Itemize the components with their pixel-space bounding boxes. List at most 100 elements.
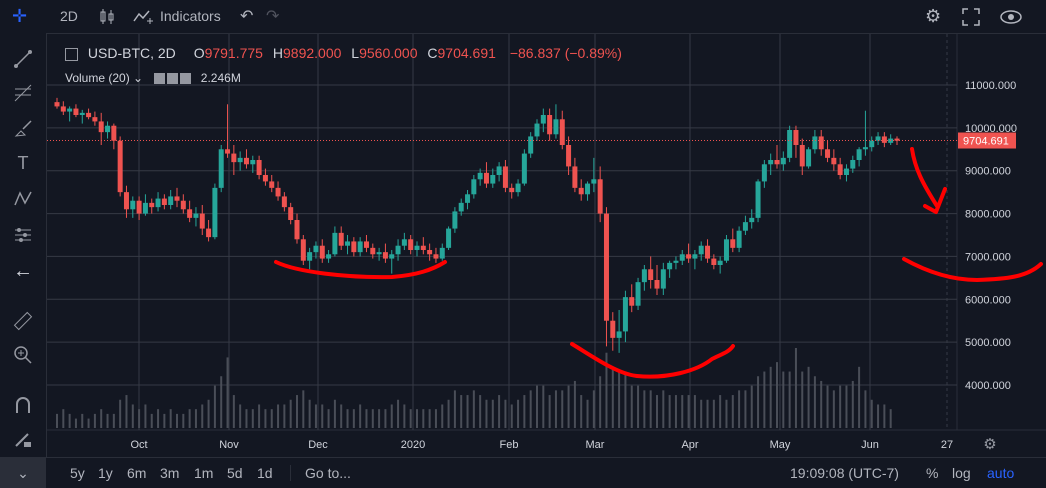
volume-bar xyxy=(757,376,760,428)
zoom-in-icon[interactable] xyxy=(13,345,33,365)
y-tick-label: 8000.000 xyxy=(965,209,1011,221)
volume-bar xyxy=(194,409,197,428)
chevron-down-icon[interactable]: ⌄ xyxy=(133,71,144,85)
volume-bar xyxy=(750,385,753,428)
x-tick-label: Mar xyxy=(586,439,605,451)
fullscreen-icon[interactable] xyxy=(962,0,980,33)
candle-body xyxy=(471,179,477,195)
volume-bar xyxy=(877,404,880,428)
volume-bar xyxy=(441,404,444,428)
interval-button[interactable]: 2D xyxy=(60,8,78,24)
chart-area[interactable]: 11000.000 10000.000 9000.000 8000.000 7000.0… xyxy=(47,34,1046,457)
candle-body xyxy=(502,166,508,188)
indicators-icon[interactable] xyxy=(133,0,155,33)
volume-bar xyxy=(567,385,570,428)
volume-bar xyxy=(74,418,77,428)
candle-body xyxy=(850,160,856,169)
pattern-tool-icon[interactable] xyxy=(13,189,33,209)
candle-body xyxy=(559,119,565,145)
range-1d[interactable]: 1d xyxy=(257,465,273,481)
candle-body xyxy=(446,228,452,248)
candle-body xyxy=(553,119,559,135)
volume-bar xyxy=(112,413,115,428)
pattern-tool-svg xyxy=(14,191,32,206)
settings-small-icon[interactable] xyxy=(167,73,179,85)
eye-icon[interactable] xyxy=(1000,0,1022,33)
candle-body xyxy=(250,160,256,165)
volume-bar xyxy=(56,413,58,428)
goto-button[interactable]: Go to... xyxy=(305,465,351,481)
volume-bar xyxy=(390,404,393,428)
candle-body xyxy=(717,260,723,265)
settings-gear-icon[interactable]: ⚙ xyxy=(925,6,942,26)
legend-hide-icon[interactable] xyxy=(65,47,78,61)
volume-bar xyxy=(523,395,526,428)
eye-toggle-icon[interactable] xyxy=(154,73,166,85)
percent-toggle[interactable]: % xyxy=(926,465,939,481)
volume-bar xyxy=(498,395,501,428)
candle-body xyxy=(490,175,496,184)
prediction-tool-svg xyxy=(15,228,31,242)
candle-body xyxy=(603,213,609,321)
range-3m[interactable]: 3m xyxy=(160,465,180,481)
redo-icon[interactable]: ↷ xyxy=(266,8,280,25)
range-5d[interactable]: 5d xyxy=(227,465,243,481)
candle-body xyxy=(427,250,433,255)
indicators-button[interactable]: Indicators xyxy=(160,8,221,24)
volume-bar xyxy=(434,409,437,428)
auto-toggle[interactable]: auto xyxy=(987,465,1015,481)
collapse-chevron-icon[interactable]: ⌄ xyxy=(0,458,46,488)
log-toggle[interactable]: log xyxy=(952,465,971,481)
volume-legend: Volume (20) ⌄ 2.246M xyxy=(65,71,241,85)
candle-body xyxy=(73,108,79,115)
volume-bar xyxy=(384,409,387,428)
range-1y[interactable]: 1y xyxy=(98,465,113,481)
candle-body xyxy=(629,297,635,306)
x-tick-label: 2020 xyxy=(401,439,425,451)
brush-icon[interactable] xyxy=(13,119,33,139)
price-chart[interactable]: 11000.000 10000.000 9000.000 8000.000 7000.0… xyxy=(47,34,1046,457)
volume-label[interactable]: Volume (20) xyxy=(65,71,130,85)
symbol-label[interactable]: USD-BTC, 2D xyxy=(87,45,176,61)
candle-body xyxy=(433,254,439,259)
range-5y[interactable]: 5y xyxy=(70,465,85,481)
prediction-tool-icon[interactable] xyxy=(13,225,33,245)
volume-bar xyxy=(409,409,412,428)
volume-bar xyxy=(207,399,210,428)
ruler-icon[interactable] xyxy=(13,311,33,331)
volume-bar xyxy=(573,380,576,428)
volume-bar xyxy=(687,395,690,428)
volume-bar xyxy=(870,399,873,428)
crosshair-icon[interactable]: ✛ xyxy=(12,6,28,26)
candle-body xyxy=(294,220,300,240)
indicators-icon-svg xyxy=(133,10,153,25)
volume-bar xyxy=(485,399,488,428)
candle-body xyxy=(92,117,98,122)
clock-time[interactable]: 19:09:08 (UTC-7) xyxy=(790,465,899,481)
volume-bar xyxy=(662,390,665,428)
volume-bar xyxy=(232,395,235,428)
candle-body xyxy=(193,213,199,218)
range-1m[interactable]: 1m xyxy=(194,465,214,481)
volume-bar xyxy=(403,404,406,428)
low-value: 9560.000 xyxy=(359,45,418,61)
candle-body xyxy=(869,140,875,148)
volume-bar xyxy=(169,409,172,428)
candle-body xyxy=(218,149,224,188)
remove-x-icon[interactable] xyxy=(180,73,192,85)
undo-icon[interactable]: ↶ xyxy=(240,8,254,25)
candle-body xyxy=(458,202,464,212)
candle-body xyxy=(155,198,161,208)
candle-body xyxy=(199,213,205,229)
trend-line-icon[interactable] xyxy=(13,49,33,69)
candles-icon[interactable] xyxy=(100,0,114,33)
volume-bar xyxy=(656,395,658,428)
magnet-icon[interactable] xyxy=(13,395,33,415)
candle-body xyxy=(547,115,553,135)
text-tool-icon[interactable]: T xyxy=(17,153,29,173)
range-6m[interactable]: 6m xyxy=(127,465,147,481)
candle-body xyxy=(86,112,92,118)
arrow-left-icon[interactable]: ← xyxy=(13,260,33,282)
lock-pencil-icon[interactable] xyxy=(13,429,33,449)
fib-tool-icon[interactable] xyxy=(13,83,33,103)
